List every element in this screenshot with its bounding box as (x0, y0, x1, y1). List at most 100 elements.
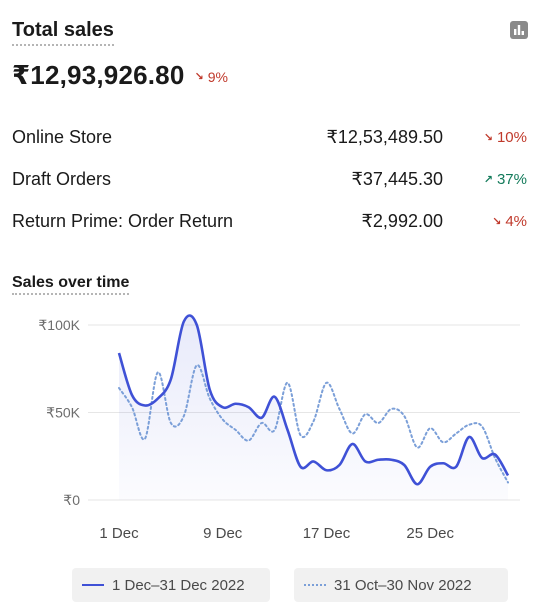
data-point[interactable] (453, 464, 459, 470)
data-point[interactable] (259, 415, 265, 421)
data-point[interactable] (362, 411, 368, 417)
x-tick-label: 25 Dec (406, 525, 454, 542)
data-point[interactable] (440, 439, 446, 445)
data-point[interactable] (323, 380, 329, 386)
data-point[interactable] (349, 441, 355, 447)
data-point[interactable] (272, 427, 278, 433)
breakdown-change-value: 4% (505, 213, 527, 230)
data-point[interactable] (362, 459, 368, 465)
data-point[interactable] (311, 418, 317, 424)
arrow-up-icon: ↗ (483, 174, 493, 186)
data-point[interactable] (246, 404, 252, 410)
bar-chart-icon[interactable] (509, 20, 529, 40)
legend-label-current: 1 Dec–31 Dec 2022 (112, 576, 245, 594)
data-point[interactable] (388, 457, 394, 463)
y-tick-label: ₹0 (63, 492, 80, 508)
data-point[interactable] (401, 413, 407, 419)
y-tick-label: ₹50K (46, 405, 80, 421)
data-point[interactable] (285, 380, 291, 386)
data-point[interactable] (298, 464, 304, 470)
breakdown-change: ↘ 4% (492, 213, 527, 230)
data-point[interactable] (129, 404, 135, 410)
breakdown-value: ₹2,992.00 (361, 211, 443, 231)
breakdown-value: ₹12,53,489.50 (326, 127, 443, 147)
total-sales-value: ₹12,93,926.80 (12, 60, 185, 90)
data-point[interactable] (220, 404, 226, 410)
data-point[interactable] (414, 445, 420, 451)
data-point[interactable] (233, 427, 239, 433)
y-tick-label: ₹100K (38, 317, 80, 333)
breakdown-change: ↗ 37% (484, 171, 527, 188)
data-point[interactable] (116, 350, 122, 356)
data-point[interactable] (453, 431, 459, 437)
data-point[interactable] (129, 392, 135, 398)
data-point[interactable] (466, 434, 472, 440)
data-point[interactable] (505, 480, 511, 486)
breakdown-label: Return Prime: Order Return (12, 211, 234, 231)
data-point[interactable] (233, 401, 239, 407)
data-point[interactable] (207, 387, 213, 393)
data-point[interactable] (401, 462, 407, 468)
data-point[interactable] (440, 460, 446, 466)
data-point[interactable] (168, 376, 174, 382)
data-point[interactable] (298, 432, 304, 438)
data-point[interactable] (375, 457, 381, 463)
data-point[interactable] (349, 431, 355, 437)
data-point[interactable] (505, 473, 511, 479)
series-line-current[interactable] (117, 314, 510, 486)
data-point[interactable] (336, 406, 342, 412)
legend-item-current[interactable]: 1 Dec–31 Dec 2022 (72, 568, 270, 602)
sales-over-time-chart: ₹0 ₹50K ₹100K 1 Dec 9 Dec 17 Dec 25 Dec (38, 314, 520, 542)
data-point[interactable] (142, 436, 148, 442)
x-tick-label: 17 Dec (303, 525, 351, 542)
data-point[interactable] (427, 425, 433, 431)
data-point[interactable] (285, 427, 291, 433)
data-point[interactable] (375, 420, 381, 426)
breakdown-change: ↘ 10% (484, 129, 527, 146)
data-point[interactable] (259, 420, 265, 426)
data-point[interactable] (181, 413, 187, 419)
data-point[interactable] (479, 424, 485, 430)
dotted-line-icon (304, 584, 326, 586)
data-point[interactable] (142, 403, 148, 409)
series-line-previous[interactable] (118, 364, 509, 484)
data-point[interactable] (388, 406, 394, 412)
data-point[interactable] (311, 459, 317, 465)
breakdown-label: Online Store (12, 127, 113, 147)
total-sales-change-value: 9% (207, 68, 228, 85)
data-point[interactable] (492, 455, 498, 461)
solid-line-icon (82, 584, 104, 586)
data-point[interactable] (155, 369, 161, 375)
total-sales-change: ↘ 9% (195, 69, 228, 85)
data-point[interactable] (207, 396, 213, 402)
data-point[interactable] (220, 417, 226, 423)
data-point[interactable] (479, 455, 485, 461)
breakdown-row-online-store: Online Store ₹12,53,489.50 ↘ 10% (12, 127, 527, 151)
arrow-down-icon: ↘ (492, 216, 502, 228)
data-point[interactable] (272, 394, 278, 400)
sales-over-time-title: Sales over time (12, 273, 130, 295)
arrow-down-icon: ↘ (194, 71, 204, 83)
breakdown-label: Draft Orders (12, 169, 112, 189)
series-area-current (119, 315, 508, 500)
data-point[interactable] (414, 481, 420, 487)
data-point[interactable] (466, 422, 472, 428)
data-point[interactable] (323, 467, 329, 473)
data-point[interactable] (427, 464, 433, 470)
data-point[interactable] (336, 462, 342, 468)
total-sales-title: Total sales (12, 18, 114, 46)
breakdown-row-return-prime: Return Prime: Order Return ₹2,992.00 ↘ 4… (12, 211, 527, 235)
data-point[interactable] (181, 319, 187, 325)
data-point[interactable] (194, 362, 200, 368)
data-point[interactable] (168, 420, 174, 426)
breakdown-change-value: 37% (496, 171, 527, 188)
data-point[interactable] (155, 396, 161, 402)
breakdown-change-value: 10% (496, 129, 527, 146)
legend-item-previous[interactable]: 31 Oct–30 Nov 2022 (294, 568, 508, 602)
total-sales-summary: ₹12,93,926.80 ↘ 9% (12, 60, 228, 91)
data-point[interactable] (246, 438, 252, 444)
legend-label-previous: 31 Oct–30 Nov 2022 (334, 576, 472, 594)
x-tick-label: 9 Dec (203, 525, 243, 542)
data-point[interactable] (116, 385, 122, 391)
data-point[interactable] (194, 322, 200, 328)
